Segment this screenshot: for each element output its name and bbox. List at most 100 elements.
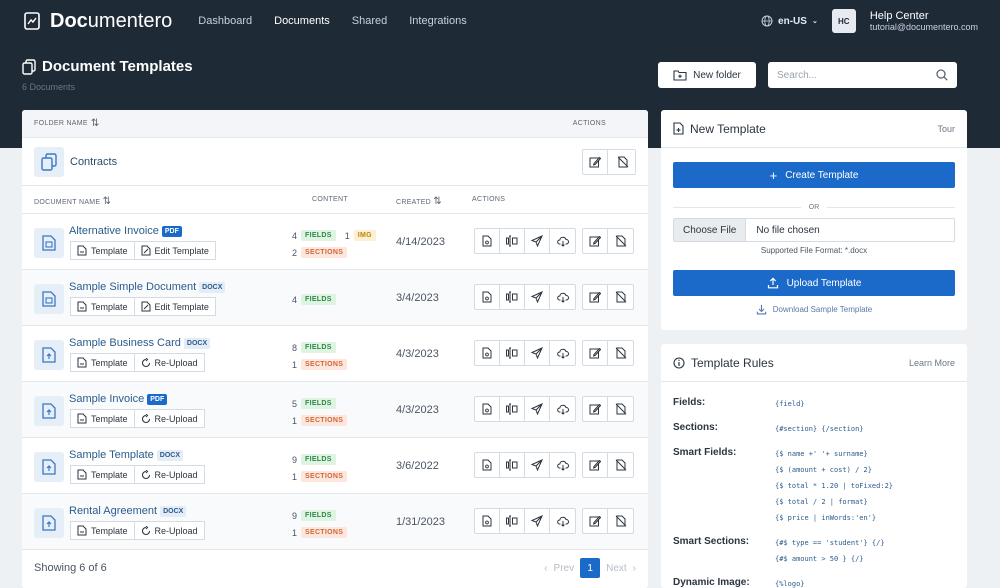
download-button[interactable] [550,509,575,533]
template-button[interactable]: Template [70,353,135,372]
nav-link-shared[interactable]: Shared [351,15,388,27]
edit-button[interactable] [583,229,608,253]
table-row: Sample Business Card DOCX Template Re-Uploa… [22,326,648,382]
delete-button[interactable] [608,285,633,309]
send-button[interactable] [525,229,550,253]
preview-button[interactable] [475,285,500,309]
learn-more-link[interactable]: Learn More [908,357,955,368]
template-button[interactable]: Template [70,241,135,260]
next-button[interactable]: Next [606,562,627,574]
send-button[interactable] [525,397,550,421]
delete-button[interactable] [608,397,633,421]
download-button[interactable] [550,229,575,253]
fields-button[interactable] [500,229,525,253]
delete-folder-icon [617,156,628,167]
avatar[interactable]: HC [831,9,856,33]
next-chevron-icon[interactable]: › [632,562,636,574]
fields-icon [506,291,518,303]
re-upload-button[interactable]: Re-Upload [134,353,205,372]
edit-button[interactable] [583,285,608,309]
fields-button[interactable] [500,397,525,421]
prev-button[interactable]: Prev [553,562,575,574]
create-template-button[interactable]: + Create Template [673,162,955,188]
template-button[interactable]: Template [70,297,135,316]
template-button[interactable]: Template [70,521,135,540]
folder-name[interactable]: Contracts [70,155,118,168]
send-button[interactable] [525,285,550,309]
document-name-text[interactable]: Rental Agreement [69,505,158,517]
folder-table-header: FOLDER NAME ⇅ ACTIONS [22,110,648,138]
template-button[interactable]: Template [70,409,135,428]
delete-folder-button[interactable] [610,150,635,174]
sort-icon[interactable]: ⇅ [433,196,442,207]
preview-button[interactable] [475,509,500,533]
folder-row[interactable]: Contracts [22,138,648,186]
send-button[interactable] [525,341,550,365]
download-button[interactable] [550,397,575,421]
user-email: tutorial@documentero.com [869,22,978,33]
sort-icon[interactable]: ⇅ [90,118,100,129]
template-buttons: Template Re-Upload [70,521,205,540]
send-button[interactable] [525,509,550,533]
document-name[interactable]: Sample Template DOCX [69,449,184,461]
document-name[interactable]: Rental Agreement DOCX [69,505,187,517]
document-name-text[interactable]: Sample Invoice [69,393,145,405]
preview-icon [482,459,492,471]
delete-button[interactable] [608,341,633,365]
delete-button[interactable] [608,229,633,253]
edit-button[interactable] [583,397,608,421]
nav-link-documents[interactable]: Documents [274,15,330,27]
file-input[interactable]: Choose File No file chosen [673,218,955,242]
prev-chevron-icon[interactable]: ‹ [544,562,548,574]
preview-button[interactable] [475,229,500,253]
preview-button[interactable] [475,341,500,365]
upload-template-button[interactable]: Upload Template [673,270,955,296]
tour-link[interactable]: Tour [937,123,955,134]
preview-button[interactable] [475,397,500,421]
document-name[interactable]: Sample Business Card DOCX [69,337,211,349]
delete-button[interactable] [608,509,633,533]
document-name-text[interactable]: Sample Template [69,449,154,461]
edit-button[interactable] [583,453,608,477]
document-name[interactable]: Alternative Invoice PDF [69,225,182,237]
document-name[interactable]: Sample Simple Document DOCX [69,281,226,293]
fields-button[interactable] [500,509,525,533]
download-button[interactable] [550,453,575,477]
brand-logo[interactable]: Documentero [22,10,172,33]
download-icon [556,348,569,359]
edit-template-button[interactable]: Edit Template [134,297,216,316]
download-sample-link[interactable]: Download Sample Template [661,304,967,315]
document-name-text[interactable]: Sample Business Card [69,337,181,349]
edit-button[interactable] [583,341,608,365]
preview-button[interactable] [475,453,500,477]
rename-folder-button[interactable] [583,149,608,174]
upload-template-label: Upload Template [786,277,862,289]
secondary-button-label: Re-Upload [154,469,198,480]
document-name-text[interactable]: Sample Simple Document [69,281,197,293]
fields-button[interactable] [500,341,525,365]
document-name[interactable]: Sample Invoice PDF [69,393,168,405]
document-name-text[interactable]: Alternative Invoice [69,225,159,237]
edit-button[interactable] [583,509,608,533]
download-button[interactable] [550,341,575,365]
nav-link-integrations[interactable]: Integrations [409,15,467,27]
re-upload-button[interactable]: Re-Upload [134,521,205,540]
template-button[interactable]: Template [70,465,135,484]
fields-button[interactable] [500,453,525,477]
nav-link-dashboard[interactable]: Dashboard [198,15,253,27]
page-1-button[interactable]: 1 [580,558,601,578]
new-folder-button[interactable]: New folder [658,62,756,88]
edit-template-button[interactable]: Edit Template [134,241,216,260]
choose-file-button[interactable]: Choose File [674,219,747,241]
language-selector[interactable]: en-US ⌄ [761,15,818,27]
delete-button[interactable] [608,453,633,477]
download-button[interactable] [550,285,575,309]
sort-icon[interactable]: ⇅ [102,196,112,207]
send-button[interactable] [525,453,550,477]
re-upload-button[interactable]: Re-Upload [134,465,205,484]
user-info[interactable]: Help Center tutorial@documentero.com [870,10,978,33]
search-input[interactable] [777,69,936,81]
re-upload-button[interactable]: Re-Upload [134,409,205,428]
fields-button[interactable] [500,285,525,309]
search-icon[interactable] [936,69,948,81]
